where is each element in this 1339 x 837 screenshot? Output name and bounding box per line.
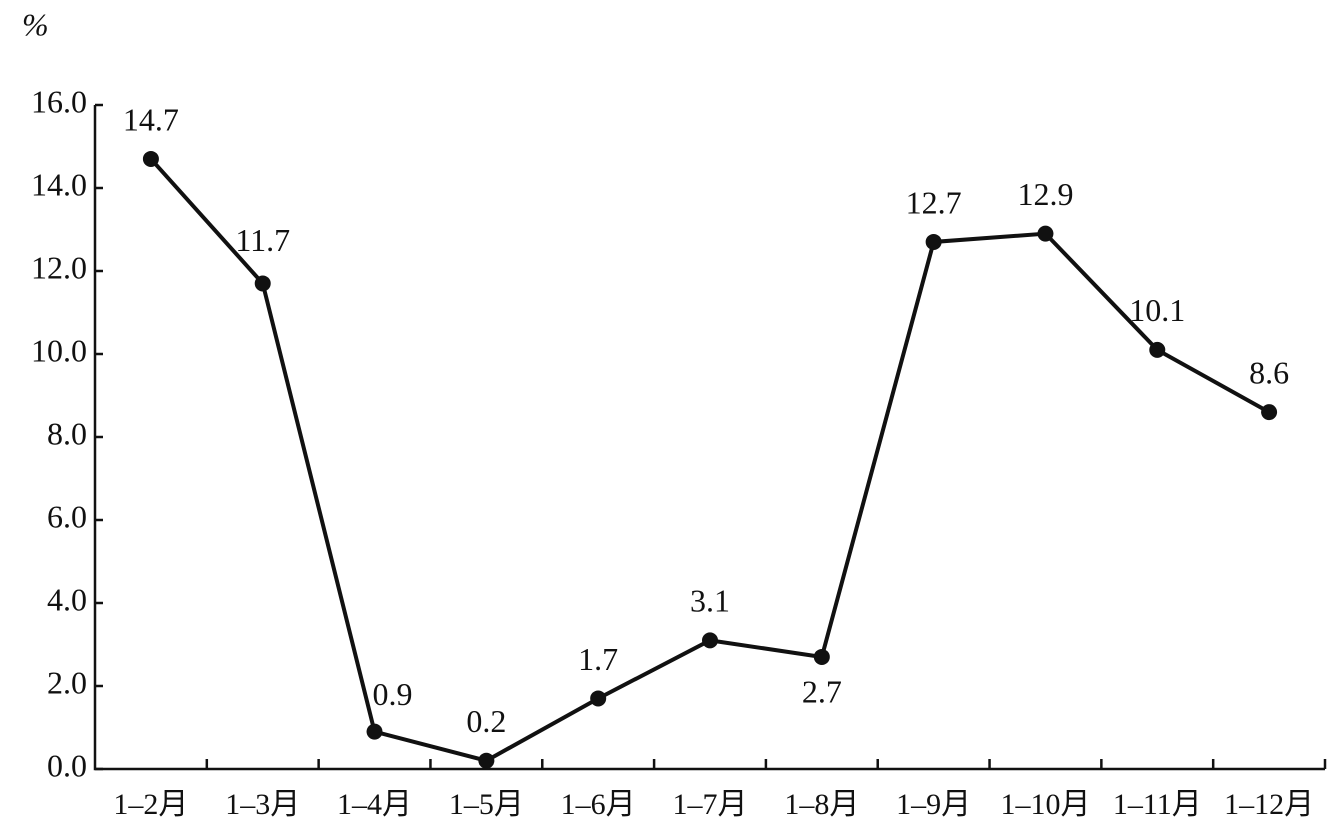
point [1037,225,1054,242]
point [366,723,383,740]
point [478,752,495,769]
x-tick-label: 1–8月 [784,788,859,821]
x-tick-label: 1–11月 [1113,788,1202,821]
x-tick-label: 1–2月 [113,788,188,821]
point [813,648,830,665]
data-label: 2.7 [802,673,842,709]
y-tick-label: 8.0 [47,415,87,451]
point [142,150,159,167]
data-label: 1.7 [578,641,618,677]
data-label: 11.7 [235,222,290,258]
data-label: 3.1 [690,583,730,619]
x-tick-label: 1–4月 [337,788,412,821]
x-tick-label: 1–12月 [1224,788,1314,821]
y-tick-label: 4.0 [47,581,87,617]
data-label: 0.2 [466,703,506,739]
point [254,275,271,292]
data-label: 12.9 [1017,176,1073,212]
x-tick-label: 1–5月 [449,788,524,821]
y-tick-label: 12.0 [31,249,87,285]
y-tick-label: 2.0 [47,664,87,700]
y-tick-label: 10.0 [31,332,87,368]
x-tick-label: 1–3月 [225,788,300,821]
axes [93,105,1325,771]
x-tick-label: 1–7月 [673,788,748,821]
data-label: 0.9 [373,676,413,712]
x-tick-label: 1–10月 [1000,788,1090,821]
line [149,157,1271,763]
point [1261,404,1278,421]
y-tick-label: 6.0 [47,498,87,534]
y-axis-label: % [22,6,49,42]
data-label: 10.1 [1129,292,1185,328]
data-label: 8.6 [1249,354,1289,390]
x-tick-label: 1–6月 [561,788,636,821]
y-tick-label: 14.0 [31,166,87,202]
data-label: 14.7 [123,101,179,137]
y-tick-label: 16.0 [31,83,87,119]
y-tick-label: 0.0 [47,747,87,783]
point [1149,341,1166,358]
point [925,233,942,250]
point [702,632,718,649]
x-tick-label: 1–9月 [896,788,971,821]
point [590,690,607,707]
data-label: 12.7 [906,184,962,220]
